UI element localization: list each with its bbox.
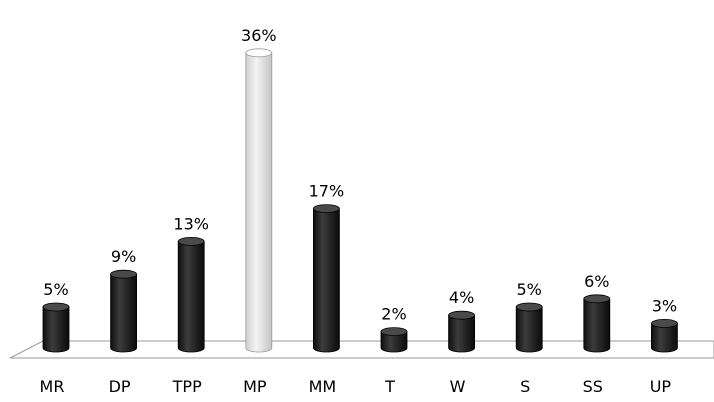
category-label-mm: MM xyxy=(309,377,337,396)
data-label-mm: 17% xyxy=(309,182,345,201)
category-label-t: T xyxy=(384,377,395,396)
bar-top-t xyxy=(380,327,408,337)
data-label-ss: 6% xyxy=(584,272,609,291)
data-label-mr: 5% xyxy=(43,280,68,299)
bar-top-ss xyxy=(583,294,611,304)
bar-top-mm xyxy=(312,204,340,214)
bar-body-dp xyxy=(110,273,137,353)
category-label-w: W xyxy=(450,377,466,396)
bar-up xyxy=(651,318,678,353)
bar-body-w xyxy=(448,314,475,353)
bar-body-s xyxy=(515,306,543,353)
bar-top-up xyxy=(651,318,678,328)
bars-group xyxy=(42,48,678,353)
category-label-ss: SS xyxy=(583,377,603,396)
bar-top-dp xyxy=(110,269,137,279)
bar-body-up xyxy=(651,323,678,353)
data-label-dp: 9% xyxy=(111,247,136,266)
bar-top-w xyxy=(448,310,476,320)
data-label-mp: 36% xyxy=(241,26,277,45)
data-label-s: 5% xyxy=(517,280,542,299)
bar-w xyxy=(448,310,476,353)
category-labels-group: MR DP TPP MP MM T W S SS UP xyxy=(40,377,672,396)
bar-top-s xyxy=(515,302,543,312)
data-label-t: 2% xyxy=(381,305,406,324)
bar-body-mp xyxy=(245,52,273,353)
bar-body-tpp xyxy=(177,241,205,353)
bar-s xyxy=(515,302,543,353)
data-labels-group: 5% 9% 13% 36% 17% 2% 4% 5% 6% 3% xyxy=(43,26,677,324)
bar-tpp xyxy=(177,236,205,353)
category-label-mp: MP xyxy=(243,377,267,396)
category-label-up: UP xyxy=(650,377,672,396)
bar-body-ss xyxy=(583,298,611,353)
bar-body-mm xyxy=(313,208,340,353)
data-label-up: 3% xyxy=(652,296,677,315)
bar-dp xyxy=(110,269,137,353)
bar-mp xyxy=(245,48,273,353)
bar-top-mr xyxy=(42,302,70,312)
bar-body-t xyxy=(380,331,408,353)
bar-ss xyxy=(583,294,611,353)
data-label-tpp: 13% xyxy=(173,214,209,233)
bar-mm xyxy=(312,204,340,353)
bar-t xyxy=(380,327,408,353)
category-label-tpp: TPP xyxy=(172,377,202,396)
data-label-w: 4% xyxy=(449,288,474,307)
category-label-dp: DP xyxy=(109,377,131,396)
bar-mr xyxy=(42,302,70,353)
category-label-s: S xyxy=(520,377,530,396)
category-label-mr: MR xyxy=(40,377,65,396)
bar-body-mr xyxy=(42,306,70,353)
bar-top-mp xyxy=(245,48,273,58)
bar-top-tpp xyxy=(177,236,205,246)
